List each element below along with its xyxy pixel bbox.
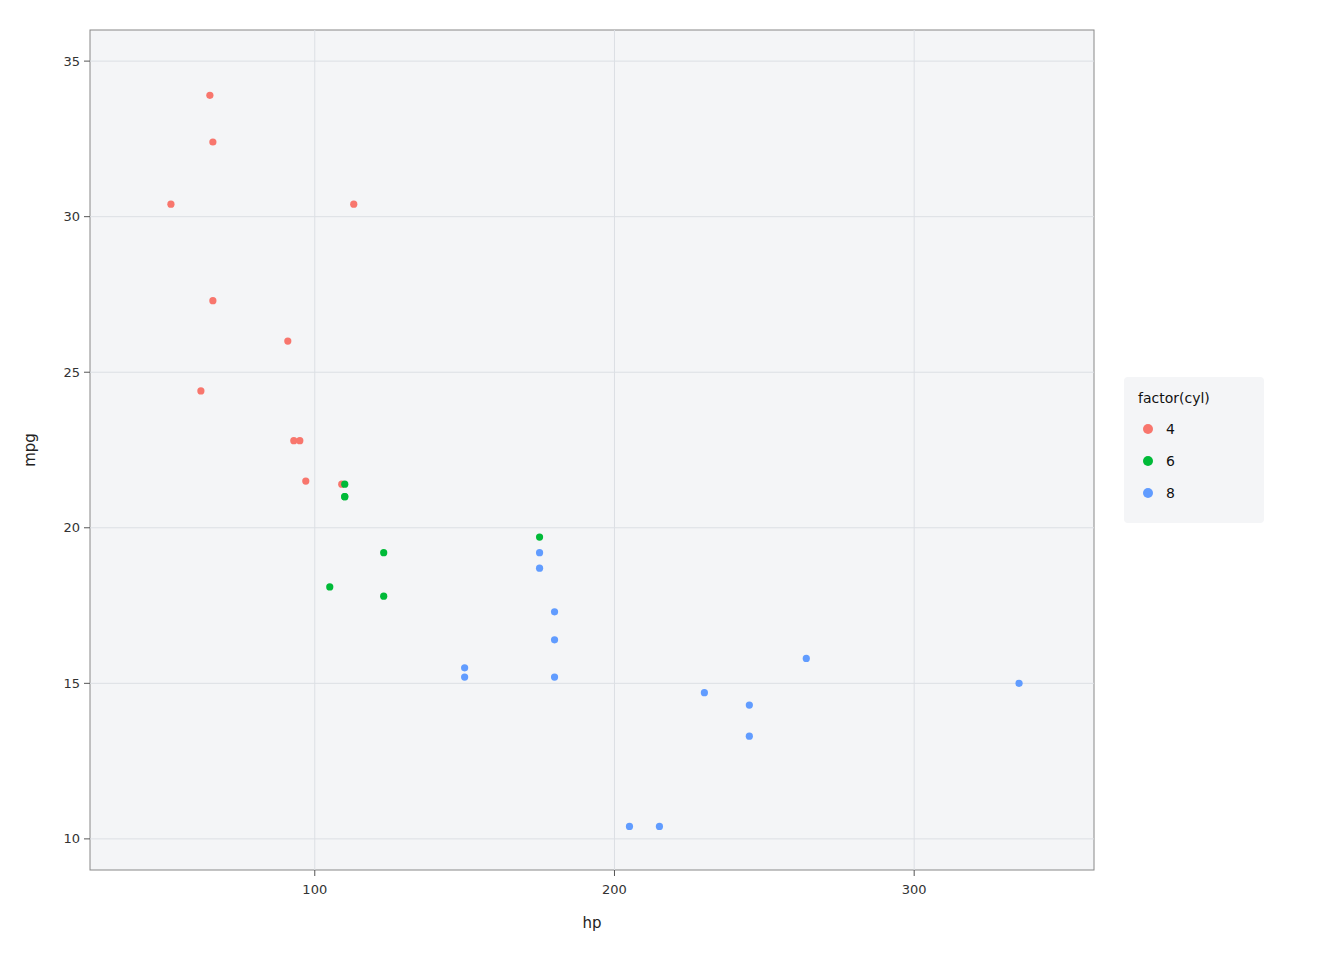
legend-label: 4 xyxy=(1166,421,1175,437)
point xyxy=(461,664,468,671)
y-tick xyxy=(84,683,90,684)
y-tick-label: 30 xyxy=(63,209,80,224)
point xyxy=(656,823,663,830)
point xyxy=(341,493,348,500)
y-tick-label: 25 xyxy=(63,365,80,380)
point xyxy=(350,201,357,208)
point xyxy=(209,138,216,145)
legend-swatch xyxy=(1143,456,1153,466)
point xyxy=(296,437,303,444)
x-grid-line xyxy=(614,30,615,870)
point xyxy=(1015,680,1022,687)
y-grid-line xyxy=(90,527,1094,528)
point xyxy=(551,674,558,681)
y-axis-label: mpg xyxy=(21,433,39,467)
y-grid-line xyxy=(90,683,1094,684)
y-grid-line xyxy=(90,216,1094,217)
point xyxy=(746,702,753,709)
point xyxy=(380,549,387,556)
legend-box xyxy=(1124,377,1264,523)
y-tick-label: 20 xyxy=(63,520,80,535)
point xyxy=(326,583,333,590)
x-axis-label: hp xyxy=(582,914,601,932)
y-grid-line xyxy=(90,838,1094,839)
x-tick xyxy=(314,870,315,876)
point xyxy=(380,593,387,600)
point xyxy=(341,493,348,500)
point xyxy=(167,201,174,208)
point xyxy=(341,481,348,488)
x-tick-label: 300 xyxy=(902,882,927,897)
axes: 100 200 300 10 15 20 25 30 35 xyxy=(63,54,926,897)
y-tick xyxy=(84,216,90,217)
point xyxy=(209,297,216,304)
x-tick-label: 100 xyxy=(302,882,327,897)
legend: factor(cyl) 4 6 8 xyxy=(1124,377,1264,523)
point xyxy=(551,608,558,615)
x-grid-line xyxy=(314,30,315,870)
point xyxy=(701,689,708,696)
point xyxy=(302,478,309,485)
y-grid-line xyxy=(90,372,1094,373)
y-tick xyxy=(84,372,90,373)
legend-swatch xyxy=(1143,488,1153,498)
chart: 100 200 300 10 15 20 25 30 35 hp mpg factor(cyl) 4 6 8 xyxy=(0,0,1344,960)
plot-area xyxy=(90,30,1094,870)
legend-label: 6 xyxy=(1166,453,1175,469)
point xyxy=(746,733,753,740)
x-tick xyxy=(914,870,915,876)
y-tick-label: 10 xyxy=(63,831,80,846)
y-tick-label: 35 xyxy=(63,54,80,69)
point xyxy=(626,823,633,830)
point xyxy=(551,636,558,643)
point xyxy=(197,387,204,394)
y-tick-label: 15 xyxy=(63,676,80,691)
legend-label: 8 xyxy=(1166,485,1175,501)
point xyxy=(536,534,543,541)
x-tick-label: 200 xyxy=(602,882,627,897)
x-grid-line xyxy=(914,30,915,870)
point xyxy=(803,655,810,662)
legend-swatch xyxy=(1143,424,1153,434)
legend-title: factor(cyl) xyxy=(1138,390,1210,406)
points xyxy=(167,92,1022,830)
grid xyxy=(90,30,1094,870)
point xyxy=(536,565,543,572)
point xyxy=(284,338,291,345)
y-tick xyxy=(84,61,90,62)
point xyxy=(536,549,543,556)
y-tick xyxy=(84,838,90,839)
x-tick xyxy=(614,870,615,876)
point xyxy=(206,92,213,99)
y-grid-line xyxy=(90,61,1094,62)
y-tick xyxy=(84,527,90,528)
point xyxy=(461,674,468,681)
